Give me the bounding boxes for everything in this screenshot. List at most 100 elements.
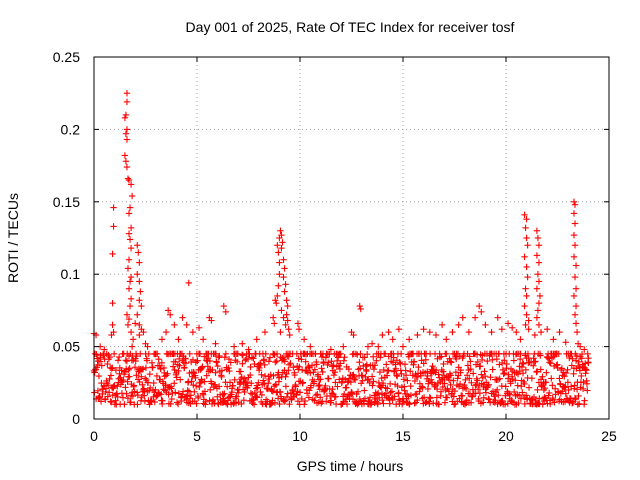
data-point — [523, 292, 530, 300]
data-point — [287, 360, 294, 367]
data-point — [318, 353, 326, 361]
data-point — [123, 163, 131, 171]
data-point — [550, 336, 557, 343]
data-point — [559, 388, 566, 395]
data-point — [114, 357, 122, 364]
data-point — [107, 372, 115, 379]
data-point — [457, 366, 465, 374]
data-point — [495, 392, 502, 399]
data-point — [493, 355, 501, 363]
data-point — [438, 353, 445, 360]
data-point — [127, 224, 135, 232]
data-point — [446, 355, 453, 362]
data-point — [432, 367, 440, 374]
data-point — [340, 357, 348, 364]
data-point — [379, 331, 386, 339]
data-point — [485, 381, 492, 388]
data-point — [506, 391, 514, 398]
data-point — [359, 377, 366, 384]
data-point — [571, 242, 579, 249]
data-point — [126, 373, 133, 380]
data-point — [153, 372, 161, 380]
data-point — [581, 397, 588, 404]
data-point — [570, 253, 578, 261]
data-point — [265, 379, 272, 387]
data-point — [159, 397, 166, 404]
data-point — [414, 396, 421, 404]
data-point — [411, 377, 419, 385]
data-point — [395, 389, 402, 397]
data-point — [556, 328, 563, 336]
data-point — [109, 321, 116, 329]
data-point — [525, 317, 532, 324]
data-point — [459, 392, 466, 400]
data-point — [363, 367, 370, 375]
data-point — [371, 392, 378, 399]
data-point — [491, 393, 498, 400]
data-point — [378, 374, 385, 382]
data-point — [547, 360, 554, 367]
data-point — [239, 352, 246, 359]
data-point — [272, 381, 280, 389]
data-point — [432, 331, 440, 339]
data-point — [239, 340, 246, 347]
data-point — [332, 379, 339, 386]
data-point — [125, 256, 133, 263]
data-point — [280, 314, 287, 321]
data-point — [361, 354, 368, 361]
data-point — [426, 394, 433, 401]
data-point — [426, 328, 433, 336]
data-point — [245, 346, 252, 353]
data-point — [357, 350, 364, 358]
data-point — [578, 372, 585, 380]
data-point — [227, 359, 234, 366]
data-point — [169, 389, 176, 397]
data-point — [376, 368, 384, 376]
data-point — [523, 215, 530, 223]
data-point — [521, 211, 528, 219]
data-point — [128, 192, 136, 200]
data-point — [230, 343, 238, 350]
data-point — [285, 353, 292, 360]
data-point — [319, 368, 326, 376]
data-point — [260, 356, 268, 363]
data-point — [366, 394, 374, 401]
data-point — [417, 372, 425, 380]
data-point — [127, 328, 135, 336]
data-point — [334, 383, 341, 390]
data-point — [261, 372, 269, 380]
data-point — [441, 380, 448, 387]
data-point — [572, 320, 580, 327]
data-point — [185, 279, 192, 287]
data-point — [94, 387, 102, 395]
data-point — [388, 388, 396, 395]
data-point — [173, 374, 180, 381]
data-point — [315, 382, 322, 390]
data-point — [397, 350, 405, 358]
data-point — [112, 397, 119, 404]
data-point — [322, 354, 330, 361]
data-point — [422, 399, 429, 407]
data-point — [354, 388, 362, 395]
data-point — [369, 353, 377, 360]
data-point — [410, 358, 418, 365]
data-point — [183, 321, 190, 329]
data-point — [469, 393, 476, 400]
data-point — [144, 379, 152, 386]
data-point — [151, 398, 158, 406]
data-point — [573, 386, 581, 393]
data-point — [131, 364, 139, 371]
data-point — [477, 362, 484, 370]
data-point — [278, 307, 285, 314]
data-point — [510, 357, 518, 364]
data-point — [533, 368, 541, 375]
data-point — [172, 389, 179, 396]
data-point — [348, 389, 356, 397]
data-point — [562, 390, 569, 397]
data-point — [545, 389, 553, 397]
data-point — [501, 369, 508, 377]
data-point — [535, 321, 543, 329]
data-point — [415, 363, 422, 371]
data-point — [566, 354, 573, 362]
data-point — [535, 259, 543, 266]
